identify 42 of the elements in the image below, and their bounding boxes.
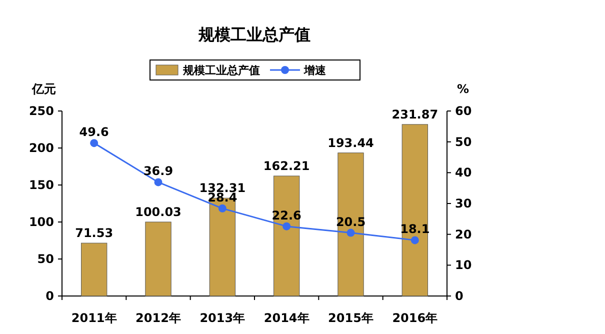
data-label: 71.53 <box>75 226 114 240</box>
y-tick-label: 100 <box>28 215 54 229</box>
bar <box>81 242 108 296</box>
y2-tick-label: 10 <box>455 258 472 272</box>
y2-tick-label: 50 <box>455 134 472 149</box>
bar <box>338 152 364 296</box>
y2-tick-label: 40 <box>455 166 472 180</box>
y-tick-label: 200 <box>28 141 54 155</box>
x-tick-label: 2011年 <box>71 311 117 325</box>
legend-label: 规模工业总产值 <box>182 64 260 77</box>
x-tick-label: 2014年 <box>264 311 310 325</box>
point <box>410 236 419 244</box>
y-tick-label: 0 <box>46 289 54 303</box>
point <box>154 178 162 186</box>
y2-axis-title: % <box>457 82 470 96</box>
point <box>90 139 98 148</box>
data-label: 193.44 <box>328 136 374 150</box>
chart-title: 规模工业总产值 <box>198 25 310 44</box>
bar <box>145 222 172 296</box>
bar <box>274 176 300 296</box>
x-tick-label: 2013年 <box>200 311 246 325</box>
x-tick-label: 2016年 <box>392 311 438 325</box>
data-label: 162.21 <box>263 158 310 173</box>
data-label: 231.87 <box>392 107 438 122</box>
data-label: 49.6 <box>79 125 109 140</box>
y2-tick-label: 30 <box>455 196 472 210</box>
y-tick-label: 50 <box>37 252 54 266</box>
y-axis-title: 亿元 <box>31 82 56 96</box>
y2-tick-label: 20 <box>455 227 472 242</box>
data-label: 100.03 <box>135 204 182 219</box>
point <box>346 228 355 237</box>
x-tick-label: 2015年 <box>328 311 374 325</box>
point <box>282 222 291 230</box>
x-tick-label: 2012年 <box>136 311 181 325</box>
y2-tick-label: 60 <box>455 104 472 118</box>
y-tick-label: 150 <box>28 178 54 192</box>
y-tick-label: 250 <box>28 104 54 118</box>
legend-label: 增速 <box>303 64 327 77</box>
data-label: 36.9 <box>143 164 174 178</box>
point <box>218 204 226 212</box>
bar <box>402 124 428 296</box>
y2-tick-label: 0 <box>455 289 464 303</box>
